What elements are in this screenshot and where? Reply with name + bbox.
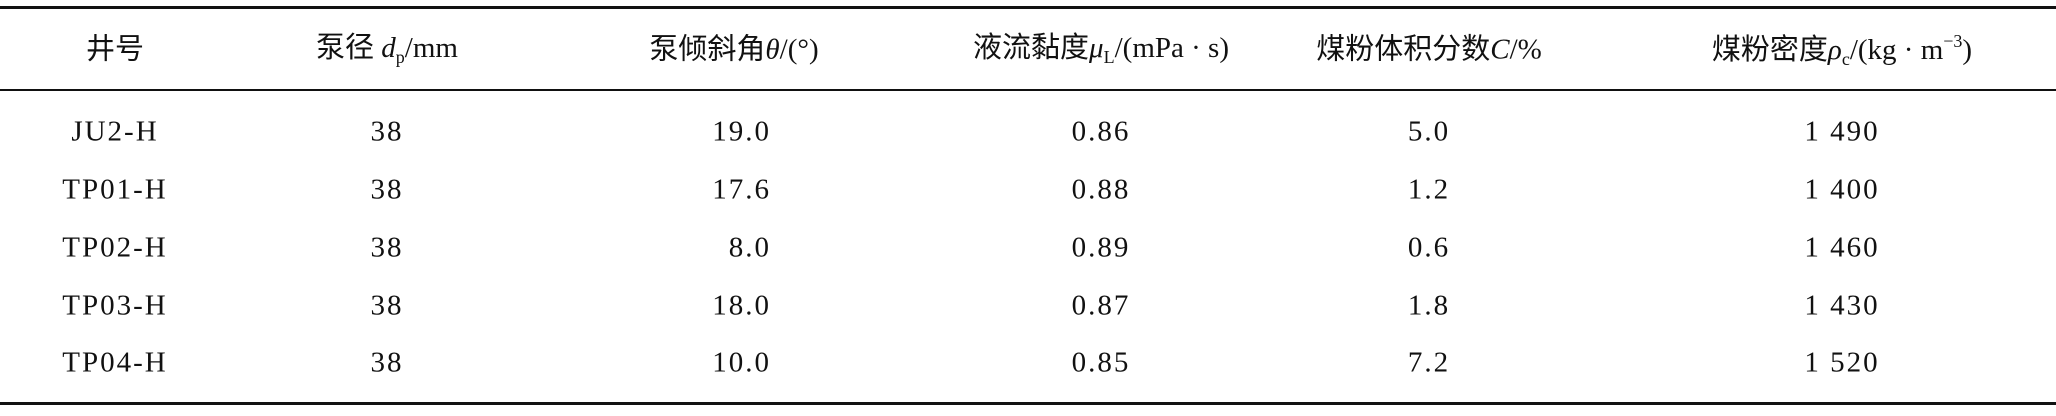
table-cell: 1.2	[1407, 173, 1451, 206]
header-symbol: d	[381, 32, 396, 64]
table-cell: 38	[370, 173, 404, 206]
header-cell: 泵径 dp/mm	[316, 32, 458, 67]
header-cell: 井号	[85, 33, 145, 66]
header-unit: /(kg · m	[1849, 34, 1944, 66]
table-cell: 8.0	[728, 231, 771, 264]
well-id: JU2-H	[71, 115, 159, 148]
table-cell: 0.89	[1071, 231, 1131, 264]
header-subscript: c	[1841, 49, 1850, 69]
table-cell: 38	[370, 231, 404, 264]
header-cell: 煤粉密度ρc/(kg · m−3)	[1712, 32, 1972, 68]
table-cell: 1 460	[1804, 231, 1880, 264]
header-symbol: C	[1490, 33, 1510, 66]
header-text: 井号	[85, 33, 145, 66]
header-text: 煤粉体积分数	[1316, 33, 1491, 66]
table-cell: 1 400	[1804, 173, 1880, 206]
header-subscript: L	[1103, 47, 1115, 67]
header-cell: 煤粉体积分数C/%	[1316, 33, 1542, 66]
header-symbol: μ	[1089, 32, 1104, 64]
table-cell: 38	[370, 346, 404, 379]
header-cell: 液流黏度μL/(mPa · s)	[973, 32, 1229, 67]
table-cell: 7.2	[1407, 346, 1451, 379]
well-id: TP03-H	[62, 289, 168, 322]
table-cell: 10.0	[712, 346, 771, 379]
header-cell: 泵倾斜角θ/(°)	[649, 33, 819, 66]
header-text: 泵倾斜角	[649, 33, 766, 66]
header-symbol: ρ	[1827, 34, 1842, 66]
header-superscript: −3	[1943, 31, 1963, 51]
bottom-rule	[0, 402, 2056, 405]
table-cell: 38	[370, 115, 404, 148]
table-cell: 0.6	[1407, 231, 1451, 264]
table-cell: 1.8	[1407, 289, 1451, 322]
table-cell: 1 490	[1804, 115, 1880, 148]
table-cell: 1 430	[1804, 289, 1880, 322]
table-cell: 1 520	[1804, 346, 1880, 379]
well-id: TP04-H	[62, 346, 168, 379]
header-unit: )	[1962, 34, 1973, 66]
header-unit: /(°)	[779, 33, 819, 66]
header-symbol: θ	[765, 33, 780, 66]
header-rule	[0, 89, 2056, 91]
header-text: 泵径	[316, 32, 375, 64]
table-cell: 0.88	[1071, 173, 1131, 206]
header-text: 液流黏度	[973, 32, 1090, 64]
header-subscript: p	[395, 47, 405, 67]
table-cell: 5.0	[1407, 115, 1451, 148]
well-id: TP02-H	[62, 231, 168, 264]
header-unit: /(mPa · s)	[1114, 32, 1229, 64]
header-unit: /%	[1509, 33, 1542, 66]
header-text: 煤粉密度	[1711, 34, 1828, 66]
table-cell: 18.0	[712, 289, 771, 322]
table-cell: 19.0	[712, 115, 771, 148]
top-rule	[0, 6, 2056, 9]
table-cell: 17.6	[712, 173, 771, 206]
table-cell: 38	[370, 289, 404, 322]
table-cell: 0.87	[1071, 289, 1131, 322]
well-id: TP01-H	[62, 173, 168, 206]
header-unit: /mm	[404, 32, 458, 64]
table-cell: 0.85	[1071, 346, 1131, 379]
table-cell: 0.86	[1071, 115, 1131, 148]
